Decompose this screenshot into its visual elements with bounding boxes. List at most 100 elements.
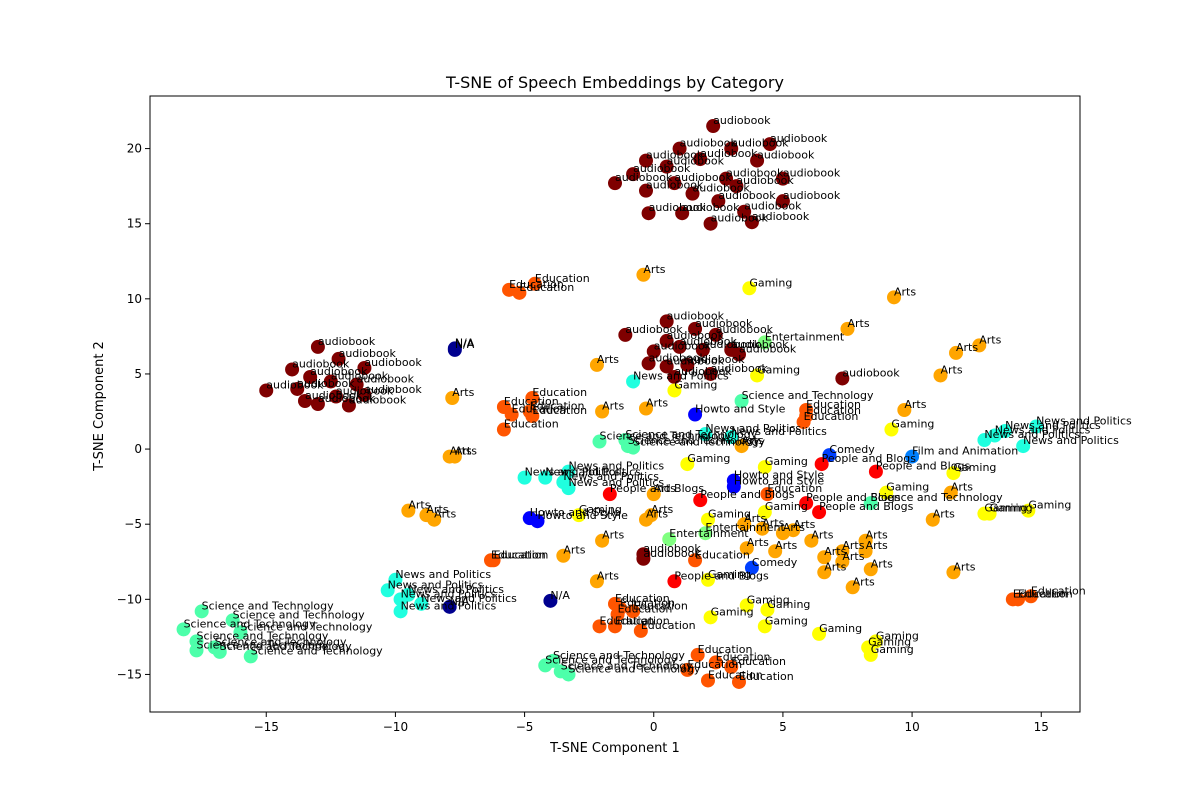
point-label: audiobook — [649, 351, 707, 364]
data-point — [608, 619, 622, 634]
point-label: audiobook — [711, 362, 769, 375]
data-point — [380, 583, 395, 598]
x-axis: −15 −10 −5 0 5 10 15 — [254, 712, 1049, 734]
data-point — [701, 512, 715, 527]
point-label: audiobook — [667, 354, 725, 367]
point-label: Gaming — [891, 418, 934, 431]
y-tick-label: 20 — [127, 142, 142, 156]
plot-frame — [149, 95, 1081, 713]
point-label: Education — [620, 596, 675, 609]
point-label: Gaming — [1028, 499, 1071, 512]
point-label: Gaming — [749, 276, 792, 289]
data-point — [626, 374, 641, 389]
point-label: Gaming — [767, 598, 810, 611]
data-point — [310, 397, 325, 411]
data-point — [618, 327, 633, 342]
point-label: Arts — [842, 539, 864, 552]
data-point — [259, 383, 274, 398]
point-label: audiobook — [680, 335, 738, 348]
data-point — [835, 544, 850, 559]
point-label: Science and Technology — [184, 617, 316, 630]
data-point — [739, 541, 754, 556]
data-point — [757, 335, 772, 350]
point-label: Education — [641, 619, 696, 632]
y-tick-label: 5 — [134, 367, 142, 381]
point-label: Gaming — [674, 378, 717, 391]
point-label: Arts — [775, 539, 797, 552]
point-label: Science and Technology — [633, 436, 765, 449]
data-point — [546, 653, 560, 668]
point-label: audiobook — [700, 147, 758, 160]
data-point — [1029, 419, 1044, 434]
data-point — [341, 398, 356, 413]
data-point — [556, 548, 571, 563]
point-label: News and Politics — [569, 460, 665, 473]
point-label: audiobook — [739, 342, 797, 355]
point-label: Arts — [871, 557, 893, 570]
data-point — [212, 644, 227, 659]
point-label: Arts — [941, 363, 963, 376]
data-point — [1016, 439, 1031, 454]
point-label: audiobook — [349, 394, 407, 407]
data-point — [1011, 592, 1025, 607]
data-point — [525, 390, 540, 405]
data-point — [949, 345, 963, 360]
data-point — [708, 655, 723, 670]
point-label: Education — [512, 403, 567, 416]
point-label: Education — [1018, 587, 1073, 600]
point-label: Arts — [426, 503, 448, 516]
data-point — [711, 194, 726, 209]
point-label: Education — [806, 404, 861, 417]
y-tick-label: 0 — [134, 442, 142, 456]
data-point — [685, 186, 700, 201]
data-point — [323, 374, 338, 389]
data-point — [589, 574, 604, 589]
point-label: Education — [731, 655, 786, 668]
point-label: audiobook — [680, 137, 738, 150]
point-label: audiobook — [667, 329, 725, 342]
point-label: Howto and Style — [695, 403, 786, 416]
point-label: News and Politics — [421, 592, 517, 605]
point-label: Arts — [842, 550, 864, 563]
point-label: audiobook — [736, 174, 794, 187]
point-label: audiobook — [718, 189, 776, 202]
point-label: audiobook — [310, 365, 368, 378]
data-point — [662, 532, 677, 547]
point-label: Gaming — [886, 481, 929, 494]
point-label: Education — [708, 668, 763, 681]
point-label: audiobook — [649, 201, 707, 214]
point-label: Howto and Style — [538, 509, 629, 522]
point-label: audiobook — [770, 132, 828, 145]
data-point — [863, 496, 878, 511]
point-label: N/A — [455, 338, 475, 351]
point-label: Arts — [597, 569, 619, 582]
data-point — [946, 565, 961, 580]
data-point — [724, 430, 739, 445]
data-point — [194, 604, 209, 619]
data-point — [636, 267, 651, 282]
data-point — [592, 619, 607, 634]
x-tick-label: −15 — [254, 720, 279, 734]
data-point — [760, 602, 775, 617]
point-label: Arts — [853, 575, 875, 588]
data-point — [799, 496, 814, 511]
point-label: Education — [615, 614, 670, 627]
data-point — [982, 506, 997, 521]
data-point — [884, 422, 899, 437]
point-label: Arts — [783, 521, 805, 534]
point-label: Gaming — [990, 502, 1033, 515]
point-label: People and Blogs — [806, 491, 901, 504]
point-label: Arts — [951, 481, 973, 494]
data-point — [538, 470, 553, 485]
point-label: Arts — [455, 445, 477, 458]
data-point — [726, 479, 741, 494]
data-point — [750, 153, 765, 168]
point-label: News and Politics — [1023, 434, 1119, 447]
data-point — [698, 427, 713, 442]
data-point — [243, 649, 258, 664]
data-point — [693, 152, 708, 167]
point-label: audiobook — [716, 323, 774, 336]
data-point — [633, 623, 648, 638]
data-point — [744, 560, 759, 575]
point-label: Gaming — [953, 461, 996, 474]
